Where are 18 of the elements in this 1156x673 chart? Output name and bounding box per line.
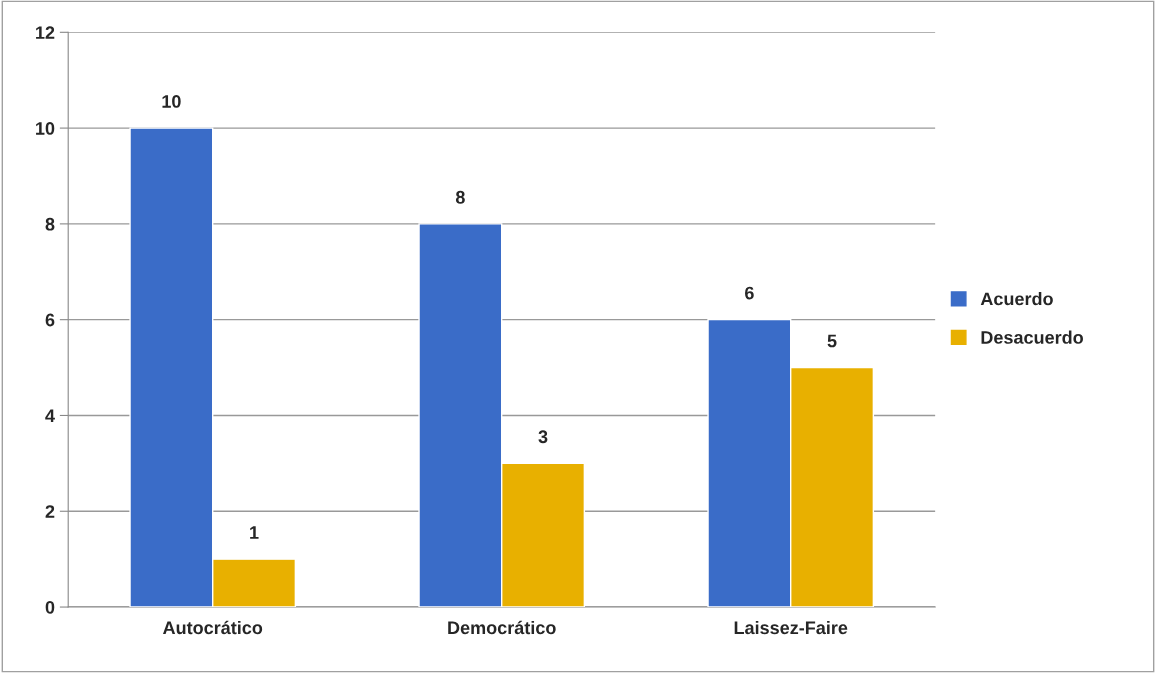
data-label: 5 — [827, 334, 837, 348]
data-label: 6 — [745, 286, 754, 300]
data-label: 1 — [250, 526, 259, 539]
y-tick-label: 10 — [36, 122, 55, 135]
y-tick-label: 8 — [45, 217, 55, 231]
legend-label: Desacuerdo — [981, 330, 1083, 344]
y-tick-label: 4 — [45, 409, 55, 423]
data-label: 3 — [538, 430, 548, 444]
x-tick-label: Laissez-Faire — [734, 620, 848, 635]
x-tick-label: Democrático — [448, 620, 556, 635]
x-tick-label: Autocrático — [163, 620, 263, 635]
data-label: 10 — [162, 95, 181, 108]
y-tick-label: 2 — [45, 505, 55, 518]
y-tick-label: 6 — [45, 313, 55, 327]
legend-label: Acuerdo — [980, 292, 1053, 306]
data-label: 8 — [455, 190, 465, 204]
y-tick-label: 12 — [36, 26, 55, 39]
y-tick-label: 0 — [45, 600, 55, 614]
